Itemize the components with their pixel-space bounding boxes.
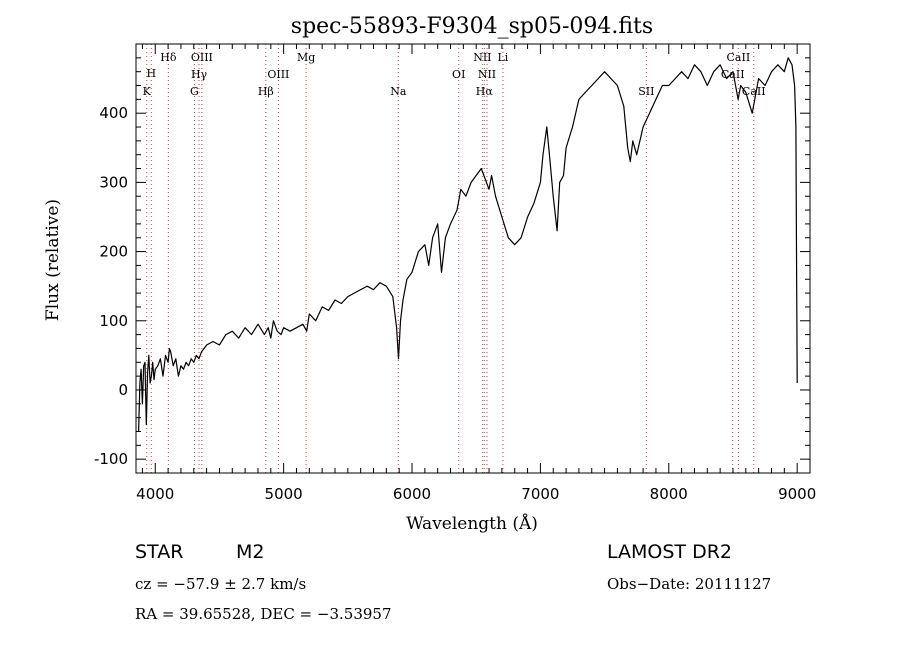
coordinates: RA = 39.65528, DEC = −3.53957 (135, 605, 392, 623)
y-tick-label: 200 (99, 243, 128, 261)
spectral-line-label: H (146, 67, 156, 80)
spectral-line-label: Hα (476, 85, 494, 98)
axis-ticks: 4000 5000 6000 7000 8000 9000 -100 0 100 200 300 40… (94, 44, 816, 503)
x-tick-label: 8000 (650, 485, 688, 503)
spectral-line-label: SII (638, 85, 654, 98)
chart-title: spec-55893-F9304_sp05-094.fits (291, 14, 653, 39)
spectral-line-label: CaII (727, 51, 751, 64)
spectral-line-markers: KHHδGHγOIIIHβOIIIMgNaOINIIHαNIILiSIICaII… (143, 44, 766, 473)
redshift-info: cz = −57.9 ± 2.7 km/s (135, 575, 307, 593)
y-tick-label: 400 (99, 104, 128, 122)
spectrum-line (138, 57, 798, 432)
spectral-line-label: Li (497, 51, 508, 64)
x-axis-label: Wavelength (Å) (406, 513, 538, 534)
spectral-line-label: CaII (742, 85, 766, 98)
y-tick-label: 100 (99, 312, 128, 330)
plot-frame (135, 43, 811, 474)
y-tick-label: -100 (94, 450, 128, 468)
x-tick-label: 6000 (393, 485, 431, 503)
spectral-line-label: NII (473, 51, 491, 64)
x-tick-label: 4000 (136, 485, 174, 503)
spectral-line-label: OIII (191, 51, 213, 64)
observation-date: Obs−Date: 20111127 (607, 575, 772, 593)
spectral-line-label: Hδ (160, 51, 177, 64)
spectral-line-label: OI (452, 68, 465, 81)
x-tick-label: 9000 (778, 485, 816, 503)
object-subclass: M2 (236, 541, 265, 563)
y-tick-label: 0 (118, 381, 128, 399)
y-tick-label: 300 (99, 173, 128, 191)
spectral-line-label: G (190, 85, 199, 98)
x-tick-label: 7000 (521, 485, 559, 503)
spectral-line-label: K (143, 85, 152, 98)
spectrum-series (138, 57, 798, 432)
spectral-line-label: Hβ (258, 85, 274, 98)
x-tick-label: 5000 (265, 485, 303, 503)
spectral-line-label: Hγ (191, 68, 208, 81)
spectral-line-label: NII (478, 68, 496, 81)
spectral-line-label: Na (390, 85, 407, 98)
y-axis-label: Flux (relative) (43, 199, 63, 321)
object-type: STAR (135, 541, 184, 563)
spectral-line-label: Mg (297, 51, 315, 64)
plot-border (135, 43, 811, 474)
survey-name: LAMOST DR2 (607, 541, 732, 563)
spectral-line-label: OIII (267, 68, 289, 81)
